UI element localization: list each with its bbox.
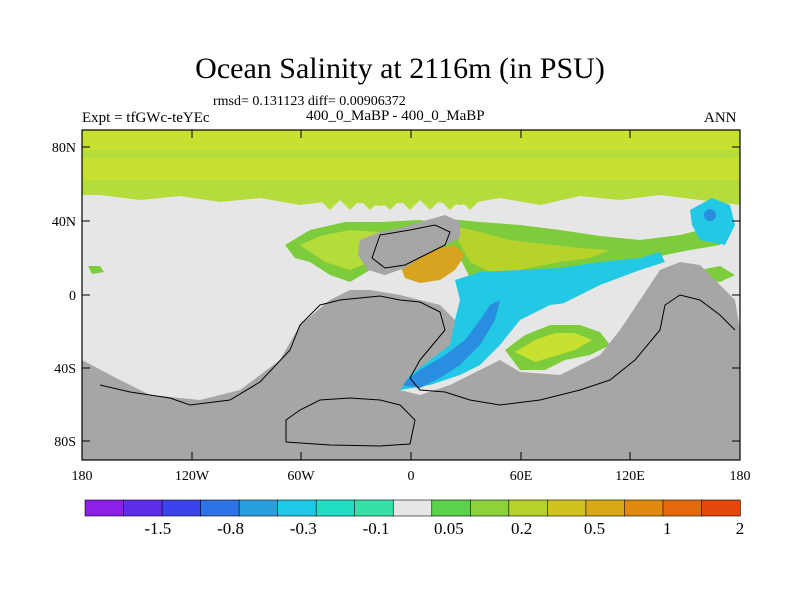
lon-label-120E: 120E [615, 469, 645, 484]
colorbar-swatch [431, 499, 471, 517]
lon-label-120W: 120W [175, 469, 210, 484]
colorbar-swatch [624, 499, 664, 517]
colorbar-swatch [238, 499, 279, 517]
yellowgreen-region-east [450, 225, 610, 272]
southern-yellow-crescent [515, 333, 592, 362]
lon-label-180-west: 180 [72, 469, 93, 484]
coastline-inner [285, 397, 416, 447]
center-label: 400_0_MaBP - 400_0_MaBP [306, 108, 485, 124]
land-north-block [358, 215, 460, 275]
land-south-pangea [82, 262, 740, 460]
lon-label-60E: 60E [510, 469, 533, 484]
colorbar-swatch [662, 499, 703, 517]
lat-label-0: 0 [69, 289, 76, 304]
colorbar-label: 0.2 [511, 519, 532, 538]
lat-label-40S: 40S [54, 362, 76, 377]
north-band-teeth [320, 200, 480, 210]
lon-label-0: 0 [408, 469, 415, 484]
north-green-strip [82, 150, 740, 158]
blue-region [400, 300, 500, 388]
colorbar-swatch [701, 499, 741, 517]
colorbar-label: -0.1 [363, 519, 390, 538]
orange-salty-patch [400, 245, 465, 283]
colorbar-swatch [392, 499, 433, 517]
plot-title: Ocean Salinity at 2116m (in PSU) [195, 52, 605, 85]
ocean-gap-southeast [500, 300, 620, 350]
green-speckle-left [88, 266, 104, 274]
cyan-region-northeast [690, 198, 735, 245]
colorbar-swatch [508, 499, 549, 517]
colorbar-label: 0.05 [434, 519, 464, 538]
colorbar-label: -0.3 [290, 519, 317, 538]
lat-label-80S: 80S [54, 435, 76, 450]
land-south-of-pacific-tongue [82, 400, 180, 460]
colorbar-swatch [161, 499, 202, 517]
stats-label: rmsd= 0.131123 diff= 0.00906372 [213, 94, 406, 109]
colorbar-label: 2 [736, 519, 745, 538]
colorbar [84, 499, 741, 517]
north-band-lower-edge [82, 180, 740, 206]
colorbar-label: 0.5 [584, 519, 605, 538]
coastline-north-block [371, 224, 451, 269]
experiment-label: Expt = tfGWc-teYEc [82, 110, 210, 126]
coastline-south [99, 294, 736, 406]
latitude-ticks [82, 146, 740, 442]
colorbar-swatch [200, 499, 240, 517]
colorbar-swatch [277, 499, 317, 517]
blue-spot-northeast [704, 209, 716, 221]
colorbar-swatch [84, 499, 125, 517]
colorbar-swatch [469, 499, 510, 517]
colorbar-swatch [354, 499, 394, 517]
colorbar-label: 1 [663, 519, 672, 538]
colorbar-label: -1.5 [144, 519, 171, 538]
season-label: ANN [704, 110, 737, 126]
colorbar-swatch [315, 499, 356, 517]
colorbar-swatch [547, 499, 587, 517]
colorbar-swatch [123, 499, 163, 517]
lat-label-40N: 40N [52, 215, 76, 230]
longitude-ticks [81, 130, 741, 460]
colorbar-label: -0.8 [217, 519, 244, 538]
lon-label-180-east: 180 [730, 469, 751, 484]
colorbar-labels: -1.5 -0.8 -0.3 -0.1 0.05 0.2 0.5 1 2 [144, 519, 744, 538]
colorbar-swatch [585, 499, 626, 517]
lon-label-60W: 60W [287, 469, 315, 484]
lat-label-80N: 80N [52, 141, 76, 156]
